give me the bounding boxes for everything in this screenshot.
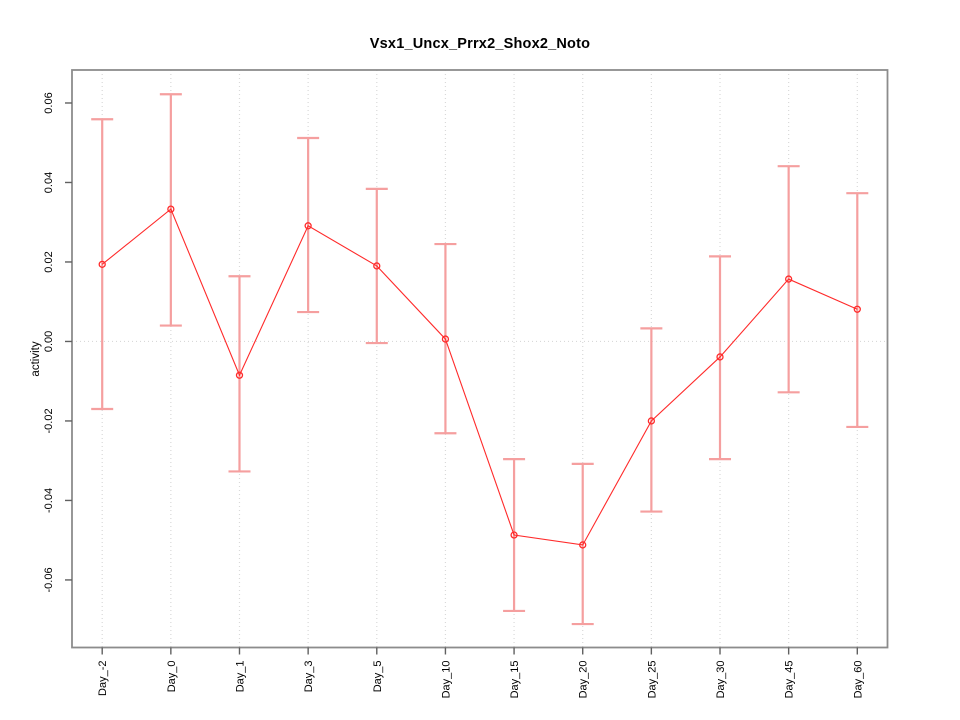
x-tick-label: Day_5 <box>372 661 384 693</box>
gridlines <box>72 70 888 648</box>
y-tick-label: -0.02 <box>43 408 55 433</box>
data-point <box>304 222 312 230</box>
data-point <box>373 262 381 270</box>
data-point <box>441 335 450 343</box>
x-tick-label: Day_20 <box>578 661 590 699</box>
data-point <box>235 371 244 379</box>
y-tick-label: 0.02 <box>43 251 55 272</box>
y-tick-label: -0.06 <box>43 567 55 592</box>
data-point <box>853 305 861 313</box>
x-tick-label: Day_1 <box>234 661 246 693</box>
x-tick-label: Day_60 <box>852 661 864 699</box>
chart-title: Vsx1_Uncx_Prrx2_Shox2_Noto <box>369 36 591 52</box>
y-tick-label: 0.04 <box>43 172 55 193</box>
y-axis: -0.06 -0.04 -0.02 0.00 0.02 0.04 0.06 <box>43 92 72 592</box>
x-tick-label: Day_-2 <box>97 661 109 696</box>
series-line <box>101 208 858 546</box>
x-tick-label: Day_3 <box>303 661 315 693</box>
data-point <box>579 541 587 549</box>
x-tick-label: Day_15 <box>509 661 521 699</box>
data-point <box>167 205 175 213</box>
data-point <box>510 531 518 539</box>
data-point <box>716 353 724 361</box>
y-tick-label: -0.04 <box>43 488 55 513</box>
x-axis: Day_-2 Day_0 Day_1 Day_3 Day_5 Day_10 Day_15 Da… <box>97 647 864 699</box>
data-point <box>647 417 656 425</box>
y-tick-label: 0.06 <box>43 92 55 113</box>
data-point <box>785 275 793 283</box>
x-tick-label: Day_0 <box>166 661 178 693</box>
x-tick-label: Day_30 <box>715 661 727 699</box>
x-tick-label: Day_25 <box>646 661 658 699</box>
error-bars <box>91 93 869 626</box>
x-tick-label: Day_45 <box>784 661 796 699</box>
data-point <box>98 260 106 269</box>
x-tick-label: Day_10 <box>440 661 452 699</box>
data-points <box>98 205 861 549</box>
y-tick-label: 0.00 <box>43 331 55 352</box>
plot-box <box>71 69 889 649</box>
